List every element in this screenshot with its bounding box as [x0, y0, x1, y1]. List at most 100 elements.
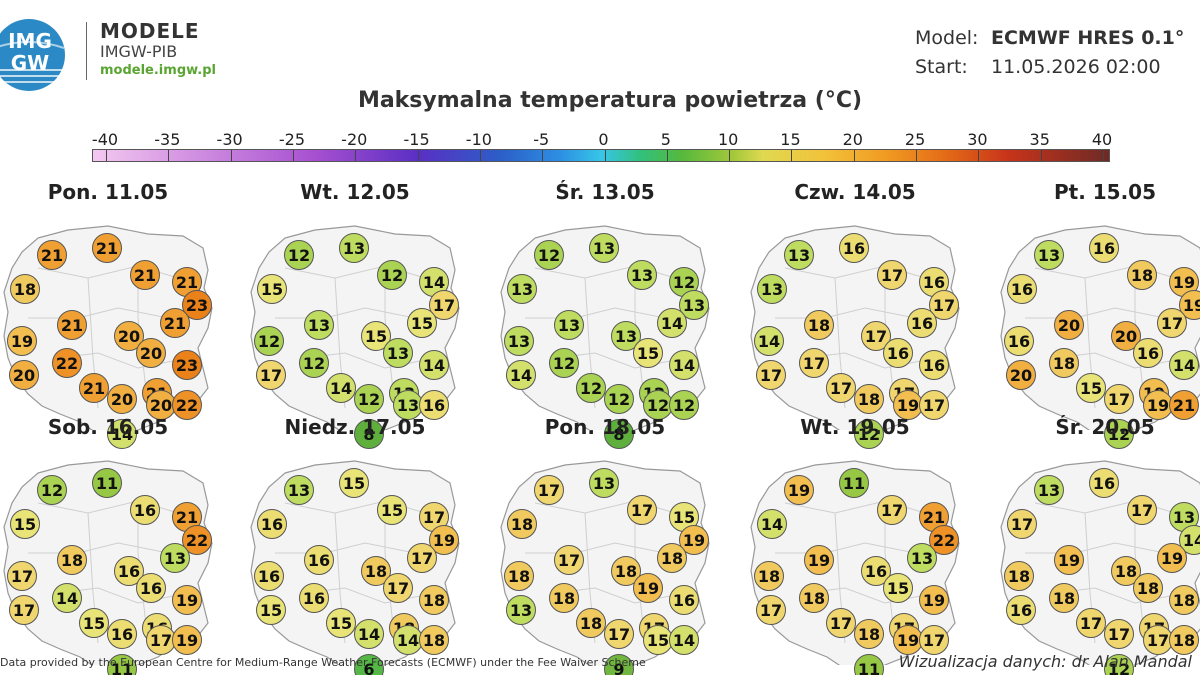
forecast-panel: Śr. 20.051316131717141818191918171816181… [985, 415, 1200, 675]
station-temperature: 19 [7, 326, 37, 356]
colorbar-tick-mark [729, 150, 731, 161]
station-temperature: 17 [799, 348, 829, 378]
colorbar-tick-label: -25 [278, 130, 306, 149]
station-temperature: 15 [326, 608, 356, 638]
station-temperature: 18 [1169, 585, 1199, 615]
station-temperature: 12 [377, 260, 407, 290]
station-temperature: 11 [107, 654, 137, 675]
forecast-panel: Pon. 11.05212121182123201921212021222023… [0, 180, 228, 449]
colorbar-tick-label: -10 [465, 130, 492, 149]
colorbar-tick-mark [230, 150, 232, 161]
station-temperature: 13 [393, 390, 423, 420]
station-temperature: 19 [1143, 390, 1173, 420]
station-temperature: 12 [643, 390, 673, 420]
station-temperature: 16 [1004, 326, 1034, 356]
panel-date-title: Wt. 12.05 [300, 180, 410, 204]
station-temperature: 19 [1157, 543, 1187, 573]
station-temperature: 17 [383, 573, 413, 603]
station-temperature: 13 [504, 326, 534, 356]
station-temperature: 8 [604, 419, 634, 449]
station-temperature: 18 [657, 543, 687, 573]
station-temperature: 19 [1179, 290, 1200, 320]
station-temperature: 20 [107, 384, 137, 414]
station-temperature: 13 [383, 338, 413, 368]
colorbar-tick-label: -20 [341, 130, 368, 149]
station-temperature: 14 [1169, 350, 1199, 380]
station-temperature: 15 [883, 573, 913, 603]
station-temperature: 13 [907, 543, 937, 573]
forecast-panel: Wt. 19.051911211417221618131915171817191… [735, 415, 975, 675]
station-temperature: 20 [146, 390, 176, 420]
station-temperature: 16 [883, 338, 913, 368]
station-temperature: 12 [669, 390, 699, 420]
brand-url[interactable]: modele.imgw.pl [100, 63, 216, 78]
brand-block: MODELE IMGW-PIB modele.imgw.pl [100, 20, 216, 80]
colorbar-tick-mark [292, 150, 294, 161]
station-temperature: 15 [257, 274, 287, 304]
colorbar-tick-label: 20 [842, 130, 863, 149]
station-temperature: 13 [1034, 475, 1064, 505]
colorbar-tick-mark [853, 150, 855, 161]
station-temperature: 13 [554, 310, 584, 340]
station-temperature: 18 [1127, 260, 1157, 290]
colorbar-tick-label: -15 [403, 130, 430, 149]
station-temperature: 13 [339, 233, 369, 263]
panel-date-title: Wt. 19.05 [800, 415, 910, 439]
station-temperature: 13 [589, 233, 619, 263]
colorbar-tick-label: -35 [154, 130, 181, 149]
brand-subtitle: IMGW-PIB [100, 42, 178, 61]
colorbar-tick-mark [479, 150, 481, 161]
station-temperature: 18 [549, 583, 579, 613]
station-temperature: 16 [299, 583, 329, 613]
forecast-panel: Pon. 18.05171315181719181818171917181316… [485, 415, 725, 675]
station-temperature: 18 [1049, 583, 1079, 613]
start-value: 11.05.2026 02:00 [991, 56, 1161, 78]
station-temperature: 19 [784, 475, 814, 505]
station-temperature: 17 [756, 360, 786, 390]
station-temperature: 14 [506, 360, 536, 390]
station-temperature: 13 [784, 240, 814, 270]
station-temperature: 14 [354, 619, 384, 649]
station-temperature: 20 [1054, 310, 1084, 340]
colorbar-tick-label: 40 [1091, 130, 1113, 149]
station-temperature: 15 [256, 595, 286, 625]
panel-date-title: Czw. 14.05 [794, 180, 916, 204]
svg-text:IMG: IMG [8, 29, 52, 53]
colorbar-tick-mark [1040, 150, 1042, 161]
station-temperature: 12 [354, 384, 384, 414]
station-temperature: 13 [589, 468, 619, 498]
station-temperature: 19 [172, 585, 202, 615]
station-temperature: 16 [1089, 233, 1119, 263]
colorbar-tick-mark [791, 150, 793, 161]
station-temperature: 16 [1007, 274, 1037, 304]
station-temperature: 17 [1076, 608, 1106, 638]
station-temperature: 17 [7, 561, 37, 591]
station-temperature: 22 [52, 348, 82, 378]
colorbar-tick-label: -30 [216, 130, 243, 149]
colorbar-tick-mark [916, 150, 918, 161]
station-temperature: 21 [92, 233, 122, 263]
station-temperature: 15 [79, 608, 109, 638]
colorbar-tick-label: 30 [967, 130, 988, 149]
colorbar-tick-label: 10 [717, 130, 739, 149]
station-temperature: 17 [1127, 495, 1157, 525]
station-temperature: 14 [419, 350, 449, 380]
panel-date-title: Śr. 20.05 [1055, 415, 1155, 439]
station-temperature: 17 [604, 619, 634, 649]
model-value: ECMWF HRES 0.1° [991, 27, 1185, 49]
panel-date-title: Pt. 15.05 [1053, 180, 1157, 204]
station-temperature: 11 [854, 654, 884, 675]
colorbar-tick-label: 25 [904, 130, 926, 149]
station-temperature: 13 [506, 595, 536, 625]
station-temperature: 15 [633, 338, 663, 368]
station-temperature: 18 [854, 619, 884, 649]
station-temperature: 14 [669, 350, 699, 380]
station-temperature: 17 [826, 608, 856, 638]
station-temperature: 21 [37, 240, 67, 270]
station-temperature: 16 [1133, 338, 1163, 368]
station-temperature: 19 [919, 585, 949, 615]
station-temperature: 17 [627, 495, 657, 525]
station-temperature: 12 [549, 348, 579, 378]
colorbar-tick-mark [168, 150, 170, 161]
station-temperature: 21 [57, 310, 87, 340]
